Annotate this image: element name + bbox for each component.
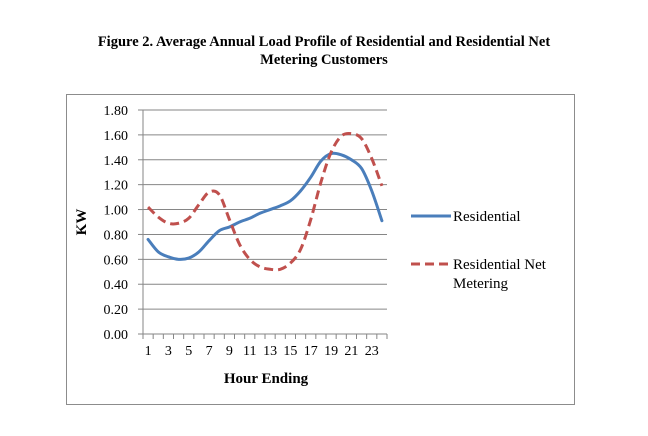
y-tick-label: 1.40: [104, 154, 129, 169]
x-axis-title: Hour Ending: [224, 371, 309, 387]
y-tick-label: 0.60: [104, 253, 129, 268]
y-tick-label: 0.80: [104, 228, 129, 243]
series-line-residential-net-metering: [147, 131, 384, 272]
legend-entry-residential: Residential: [411, 209, 521, 225]
x-tick-label: 3: [165, 344, 172, 359]
figure-title-line-1: Figure 2. Average Annual Load Profile of…: [97, 34, 551, 50]
y-tick-label: 0.20: [104, 303, 129, 318]
x-tick-label: 9: [226, 344, 233, 359]
y-axis-title: KW: [74, 209, 90, 236]
y-tick-label: 1.80: [104, 104, 129, 119]
x-tick-label: 11: [243, 344, 256, 359]
x-tick-label: 17: [304, 344, 318, 359]
y-tick-label: 0.40: [104, 278, 129, 293]
x-tick-label: 7: [206, 344, 213, 359]
x-tick-label: 23: [365, 344, 379, 359]
chart-frame: [66, 94, 575, 405]
x-tick-label: 19: [324, 344, 338, 359]
x-tick-label: 1: [145, 344, 152, 359]
y-tick-label: 1.00: [104, 204, 129, 219]
y-tick-label: 1.60: [104, 129, 129, 144]
figure-title: Figure 2. Average Annual Load Profile of…: [0, 33, 648, 69]
x-tick-label: 13: [263, 344, 277, 359]
legend-label: Residential: [453, 209, 521, 225]
x-tick-label: 15: [283, 344, 297, 359]
legend-label: Residential Net: [453, 257, 547, 273]
x-tick-label: 5: [185, 344, 192, 359]
legend-label: Metering: [453, 276, 508, 292]
x-tick-label: 21: [344, 344, 358, 359]
figure-title-line-2: Metering Customers: [260, 52, 388, 68]
series-line-residential: [146, 151, 384, 261]
legend-entry-residential-net-metering: Residential Net Metering: [411, 257, 547, 292]
y-tick-label: 1.20: [104, 179, 129, 194]
y-tick-label: 0.00: [104, 328, 129, 343]
